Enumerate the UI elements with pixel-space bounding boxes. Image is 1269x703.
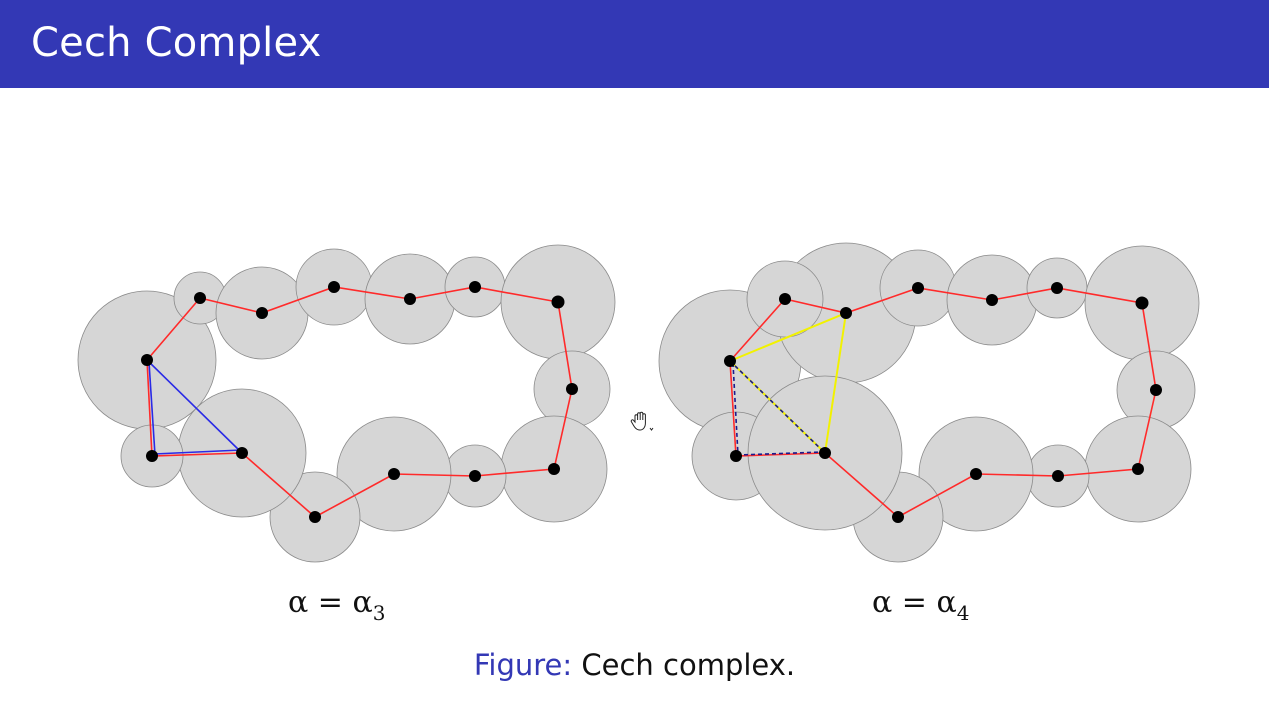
caption-text: Cech complex.	[581, 648, 795, 682]
label-subscript: 3	[373, 601, 386, 625]
vertex	[970, 468, 982, 480]
slide-title: Cech Complex	[31, 20, 321, 66]
vertex	[819, 447, 831, 459]
vertex	[469, 281, 481, 293]
vertex	[779, 293, 791, 305]
slide-header: Cech Complex	[0, 0, 1269, 88]
caption-prefix: Figure:	[474, 648, 572, 682]
panel-right-label: α = α4	[872, 585, 969, 620]
cech-complex-figure	[0, 88, 1269, 588]
vertex	[328, 281, 340, 293]
hand-grab-icon	[629, 408, 655, 434]
vertex	[892, 511, 904, 523]
vertex	[1150, 384, 1162, 396]
vertex	[388, 468, 400, 480]
label-subscript: 4	[957, 601, 970, 625]
vertex	[1052, 470, 1064, 482]
panel-right	[659, 243, 1199, 562]
vertex	[1051, 282, 1063, 294]
panel-left-label: α = α3	[288, 585, 385, 620]
vertex	[986, 294, 998, 306]
vertex	[469, 470, 481, 482]
vertex	[194, 292, 206, 304]
vertex	[404, 293, 416, 305]
vertex	[236, 447, 248, 459]
figure-caption: Figure: Cech complex.	[0, 648, 1269, 682]
vertex	[309, 511, 321, 523]
panel-left	[78, 245, 615, 562]
label-symbol: α = α	[872, 585, 957, 620]
vertex	[548, 463, 560, 475]
vertex	[1132, 463, 1144, 475]
vertex	[730, 450, 742, 462]
vertex	[256, 307, 268, 319]
vertex	[566, 383, 578, 395]
vertex	[141, 354, 153, 366]
vertex	[146, 450, 158, 462]
vertex	[1136, 297, 1149, 310]
balls-left	[78, 245, 615, 562]
vertex	[724, 355, 736, 367]
vertex	[552, 296, 565, 309]
balls-right	[659, 243, 1199, 562]
vertex	[840, 307, 852, 319]
vertex	[912, 282, 924, 294]
label-symbol: α = α	[288, 585, 373, 620]
